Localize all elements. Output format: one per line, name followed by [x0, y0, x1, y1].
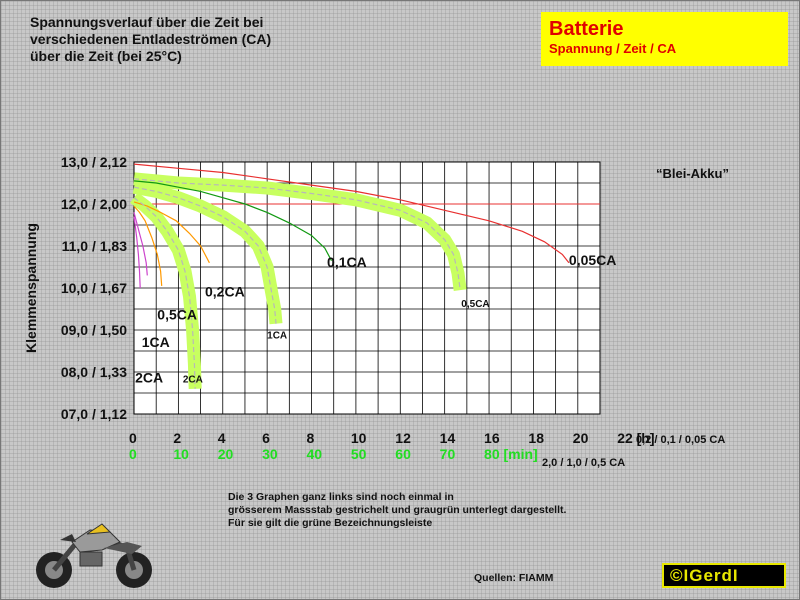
series-line [133, 205, 163, 286]
battery-type-label: “Blei-Akku” [656, 166, 729, 181]
x-tick-label-hours: 12 [395, 430, 411, 446]
footnote-line-1: Die 3 Graphen ganz links sind noch einma… [228, 491, 454, 503]
footnote-line-2: grösserem Massstab gestrichelt und graug… [228, 504, 567, 516]
x-tick-label-hours: 22 [h] [617, 430, 654, 446]
series-label: 1CA [142, 334, 170, 350]
y-tick-label: 09,0 / 1,50 [61, 322, 127, 338]
title-box: Batterie Spannung / Zeit / CA [541, 12, 788, 66]
series-line [133, 180, 333, 261]
gerd-logo: ©IGerdI [662, 563, 786, 588]
series-label: 2CA [183, 375, 203, 386]
description-line-1: Spannungsverlauf über die Zeit bei [30, 14, 264, 30]
x-tick-label-hours: 0 [129, 430, 137, 446]
x-tick-label-minutes: 40 [307, 446, 323, 462]
x-tick-label-hours: 16 [484, 430, 500, 446]
x-axis-hours-label: 0,2 / 0,1 / 0,05 CA [636, 434, 725, 446]
y-tick-label: 10,0 / 1,67 [61, 280, 127, 296]
series-label: 0,5CA [157, 307, 197, 323]
x-tick-label-minutes: 80 [min] [484, 446, 538, 462]
series-line [133, 186, 277, 324]
y-tick-label: 07,0 / 1,12 [61, 406, 127, 422]
series-line [133, 212, 148, 276]
description-line-3: über die Zeit (bei 25°C) [30, 48, 182, 64]
x-tick-label-minutes: 30 [262, 446, 278, 462]
series-label: 0,2CA [205, 283, 245, 299]
source-label: Quellen: FIAMM [474, 572, 554, 584]
x-tick-label-minutes: 50 [351, 446, 367, 462]
y-tick-label: 12,0 / 2,00 [61, 196, 127, 212]
y-tick-label: 11,0 / 1,83 [62, 238, 128, 254]
x-tick-label-minutes: 20 [218, 446, 234, 462]
x-tick-label-hours: 18 [528, 430, 544, 446]
x-tick-label-minutes: 10 [173, 446, 189, 462]
chart-description: Spannungsverlauf über die Zeit bei versc… [30, 14, 271, 65]
chart-title: Batterie [549, 18, 624, 40]
description-line-2: verschiedenen Entladeströmen (CA) [30, 31, 272, 47]
chart-subtitle: Spannung / Zeit / CA [549, 41, 677, 56]
series-label: 2CA [135, 370, 163, 386]
motorcycle-image [36, 523, 152, 588]
series-line [133, 216, 141, 289]
footnote: Die 3 Graphen ganz links sind noch einma… [228, 491, 566, 530]
x-tick-label-minutes: 60 [395, 446, 411, 462]
y-axis-label: Klemmenspannung [23, 223, 39, 353]
x-tick-label-minutes: 0 [129, 446, 137, 462]
series-label: 0,1CA [327, 254, 367, 270]
series-line [133, 197, 196, 389]
series-label: 0,05CA [569, 252, 616, 268]
x-tick-label-hours: 10 [351, 430, 367, 446]
x-tick-label-minutes: 70 [440, 446, 456, 462]
x-axis-minutes-label: 2,0 / 1,0 / 0,5 CA [542, 457, 625, 469]
series-line [133, 178, 461, 291]
x-tick-label-hours: 20 [573, 430, 589, 446]
y-tick-label: 08,0 / 1,33 [61, 364, 127, 380]
x-tick-label-hours: 4 [218, 430, 226, 446]
series-line [133, 163, 570, 264]
series-label: 1CA [267, 330, 287, 341]
y-tick-label: 13,0 / 2,12 [61, 154, 127, 170]
x-tick-label-hours: 6 [262, 430, 270, 446]
x-tick-label-hours: 14 [440, 430, 456, 446]
series-line [133, 201, 210, 264]
x-tick-label-hours: 8 [307, 430, 315, 446]
x-tick-label-hours: 2 [173, 430, 181, 446]
footnote-line-3: Für sie gilt die grüne Bezeichnungsleist… [228, 517, 433, 529]
series-label: 0,5CA [461, 299, 489, 310]
